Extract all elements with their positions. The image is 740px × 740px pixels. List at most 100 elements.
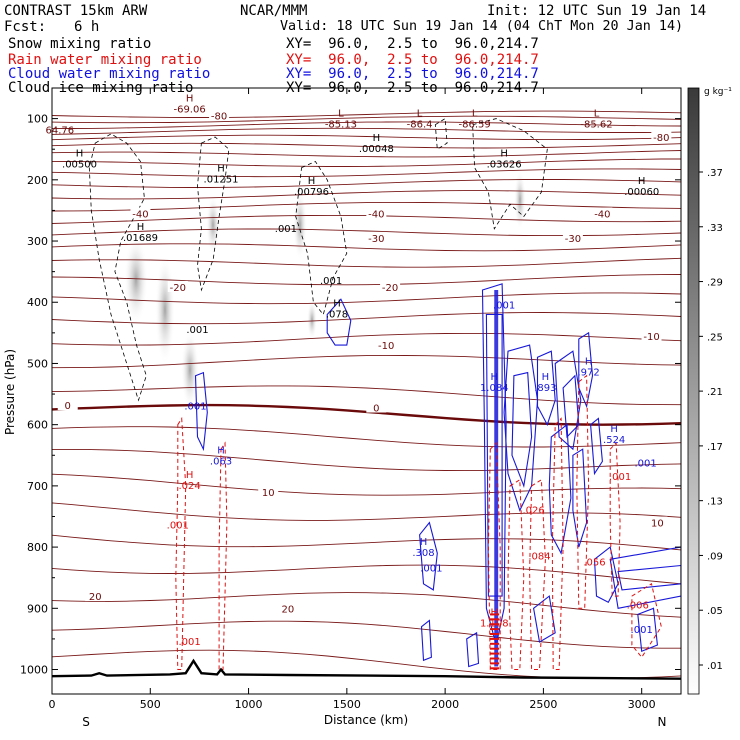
isotherm-label-bg xyxy=(167,280,188,292)
endpoint-south: S xyxy=(82,715,90,729)
extremum-value: .972 xyxy=(577,368,599,379)
extremum-value: -85.62 xyxy=(580,120,612,131)
x-tick-label: 2000 xyxy=(431,698,459,711)
isotherm-label: 10 xyxy=(651,519,664,530)
isotherm-line xyxy=(52,115,681,124)
hydrometeor-label: .084 xyxy=(528,551,550,562)
y-tick-label: 500 xyxy=(27,357,48,370)
cloud-water-contour xyxy=(511,371,533,489)
extremum-value: .01689 xyxy=(123,233,158,244)
hydrometeor-label: .001 xyxy=(320,276,342,287)
isotherm-line xyxy=(52,127,681,135)
extremum-value: -69.06 xyxy=(173,104,205,115)
colorbar xyxy=(687,87,700,695)
isotherm-line xyxy=(52,502,681,521)
x-axis-title: Distance (km) xyxy=(324,713,408,727)
cloud-water-contour xyxy=(548,423,572,555)
isotherm-label: 10 xyxy=(262,488,275,499)
hydrometeor-label: .006 xyxy=(627,600,649,611)
x-tick-label: 2500 xyxy=(529,698,557,711)
isotherm-line xyxy=(52,564,681,585)
extremum-value: .524 xyxy=(603,435,625,446)
cloud-water-contour xyxy=(503,344,539,512)
extremum-marker: L xyxy=(338,109,344,120)
extremum-marker: L xyxy=(594,109,600,120)
model-title: CONTRAST 15km ARW xyxy=(4,3,148,19)
cloud-ice-contour xyxy=(472,118,548,230)
x-tick-label: 1500 xyxy=(333,698,361,711)
rain-water-contour xyxy=(609,441,621,597)
cloud-water-contour xyxy=(593,546,619,603)
colorbar-tick-label: .37 xyxy=(707,168,723,179)
isotherm-label-bg xyxy=(380,280,401,292)
extremum-value: .308 xyxy=(412,548,434,559)
forecast-hour: 6 h xyxy=(74,19,100,35)
snow-patch xyxy=(124,235,148,325)
isotherm-label-bg xyxy=(277,602,298,614)
isotherm-line xyxy=(52,121,681,130)
isotherm-line xyxy=(52,312,681,325)
hydrometeor-label: .001 xyxy=(178,637,200,648)
hydrometeor-label: .001 xyxy=(167,521,189,532)
y-tick-label: 600 xyxy=(27,419,48,432)
colorbar-tick-label: .05 xyxy=(707,606,723,617)
isotherm-line xyxy=(52,473,681,496)
extremum-marker: H xyxy=(137,222,145,233)
y-tick-label: 700 xyxy=(27,480,48,493)
extremum-marker: H xyxy=(186,470,194,481)
x-tick-label: 3000 xyxy=(628,698,656,711)
cloud-water-contour xyxy=(609,546,681,609)
y-tick-label: 1000 xyxy=(20,664,48,677)
isotherm-label-bg xyxy=(592,207,613,219)
isotherm-label: 0 xyxy=(65,401,71,412)
rain-water-contours xyxy=(175,374,662,670)
colorbar-tick-label: .25 xyxy=(707,332,723,343)
extremum-marker: H xyxy=(186,93,194,104)
plot-frame xyxy=(51,87,682,695)
valid-time: Valid: 18 UTC Sun 19 Jan 14 (04 ChT Mon … xyxy=(280,19,684,34)
extremum-value: 1.084 xyxy=(480,383,509,394)
cloud-water-contour xyxy=(466,631,480,668)
extremum-marker: L xyxy=(472,109,478,120)
y-tick-label: 900 xyxy=(27,602,48,615)
colorbar-tick-label: .33 xyxy=(707,223,723,234)
extremum-marker: H xyxy=(638,176,646,187)
isotherm-label: -30 xyxy=(368,234,384,245)
cloud-water-core-band xyxy=(494,290,499,667)
colorbar-tick-label: .09 xyxy=(707,551,723,562)
isotherm-line xyxy=(52,179,681,188)
colorbar-tick-label: .21 xyxy=(707,387,723,398)
x-tick-label: 0 xyxy=(49,698,56,711)
y-tick-label: 800 xyxy=(27,541,48,554)
hydrometeor-label: .001 xyxy=(634,458,656,469)
cloud-water-contour xyxy=(554,350,582,451)
isotherm-line xyxy=(52,426,681,448)
x-tick-label: 500 xyxy=(140,698,161,711)
extremum-value: .00048 xyxy=(359,144,394,155)
isotherm-line xyxy=(52,142,681,149)
surface-pressure-line xyxy=(52,658,681,680)
isotherm-label-bg xyxy=(376,339,397,351)
endpoint-north: N xyxy=(658,715,667,729)
extremum-marker: H xyxy=(500,148,508,159)
cloud-water-contour xyxy=(562,374,580,439)
snow-patch xyxy=(181,330,199,410)
extremum-marker: H xyxy=(491,372,499,383)
cloud-water-contour xyxy=(419,521,438,591)
forecast-label: Fcst: xyxy=(4,19,47,35)
extremum-value: 64.76 xyxy=(46,126,75,137)
extremum-value: -86.59 xyxy=(458,120,490,131)
rain-water-contour xyxy=(487,441,501,670)
extremum-marker: H xyxy=(491,607,499,618)
isotherm-line xyxy=(52,134,681,141)
snow-patch xyxy=(293,190,307,260)
isotherm-label: 0 xyxy=(373,404,379,415)
isotherm-line xyxy=(52,257,681,268)
cloud-ice-contour xyxy=(295,160,348,316)
isotherm-label-bg xyxy=(366,207,387,219)
isotherm-label: 20 xyxy=(282,604,295,615)
isotherm-line xyxy=(52,620,681,649)
xy-rain: XY= 96.0, 2.5 to 96.0,214.7 xyxy=(286,52,539,68)
hydrometeor-label: .001 xyxy=(493,300,515,311)
